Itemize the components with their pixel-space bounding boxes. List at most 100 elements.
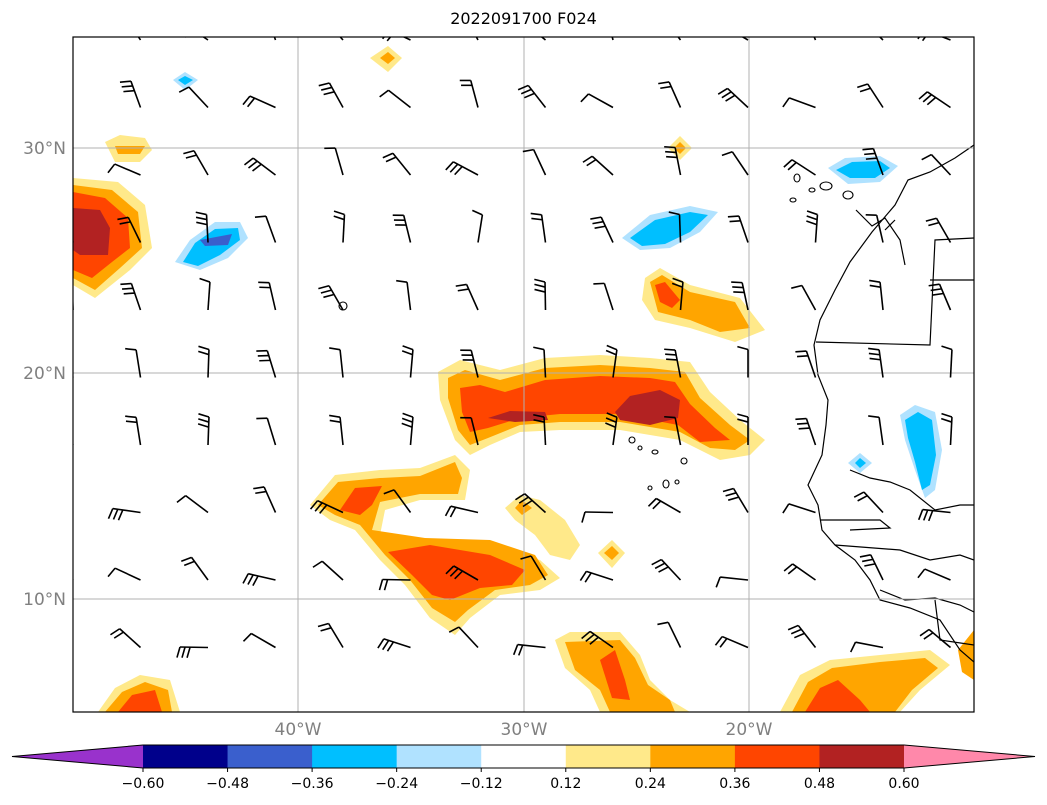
- anomaly-negative-15w: [828, 156, 898, 184]
- wind-barb-flag: [928, 283, 940, 287]
- wind-barb-flag: [52, 419, 63, 420]
- wind-barb-flag: [176, 495, 187, 504]
- wind-barb-flag: [926, 96, 937, 106]
- wind-barb-flag: [121, 287, 134, 290]
- wind-barb-staff: [940, 37, 951, 41]
- wind-barb-flag: [123, 292, 135, 295]
- wind-barb-flag: [534, 278, 546, 283]
- wind-barb-flag: [672, 277, 684, 283]
- wind-barb-flag: [198, 350, 210, 356]
- wind-barb-staff: [207, 282, 211, 311]
- wind-barb-flag: [531, 217, 543, 221]
- wind-barb-staff: [73, 511, 74, 513]
- wind-barb-flag: [857, 495, 868, 502]
- wind-barb-flag: [401, 417, 413, 423]
- coastline: [807, 144, 974, 663]
- wind-barb-flag: [580, 93, 590, 103]
- wind-barb-flag: [518, 496, 529, 504]
- wind-barb-staff: [470, 417, 479, 446]
- wind-barb-flag: [720, 29, 728, 37]
- wind-barb-flag: [125, 415, 137, 419]
- wind-barb-flag: [721, 151, 733, 157]
- wind-barb-flag: [605, 349, 617, 356]
- wind-barb-flag: [329, 414, 341, 418]
- wind-barb-flag: [252, 575, 259, 587]
- wind-barb-flag: [654, 562, 666, 570]
- wind-barb-staff: [73, 646, 74, 648]
- wind-barb-flag: [853, 21, 862, 27]
- wind-barb-flag: [449, 506, 457, 518]
- wind-barb-flag: [243, 157, 254, 166]
- wind-barb-flag: [864, 152, 876, 156]
- wind-barbs: [51, 21, 953, 658]
- wind-barb-flag: [727, 496, 739, 501]
- wind-barb-staff: [339, 349, 344, 378]
- wind-barb-flag: [386, 37, 392, 42]
- wind-barb-flag: [55, 564, 66, 566]
- wind-barb-flag: [519, 26, 528, 32]
- gridlines: [73, 37, 974, 712]
- wind-barb-staff: [458, 626, 479, 649]
- wind-barb-staff: [924, 568, 951, 581]
- wind-barb-flag: [716, 26, 724, 34]
- wind-barb-flag: [791, 284, 803, 289]
- lat-label-30n: 30°N: [23, 139, 66, 159]
- wind-barb-flag: [940, 417, 952, 423]
- wind-barb-flag: [522, 499, 533, 508]
- wind-barb-flag: [196, 221, 208, 226]
- wind-barb-staff: [801, 285, 817, 311]
- wind-barb-flag: [402, 345, 414, 351]
- wind-barb-staff: [114, 567, 141, 581]
- wind-barb-flag: [657, 621, 669, 626]
- wind-barb-staff: [185, 495, 209, 514]
- wind-barb-flag: [107, 567, 116, 578]
- wind-barb-flag: [790, 628, 802, 635]
- wind-barb-staff: [611, 37, 614, 41]
- wind-barb-staff: [949, 349, 953, 378]
- wind-barb-flag: [117, 509, 124, 521]
- lat-label-10n: 10°N: [23, 590, 66, 610]
- wind-barb-flag: [53, 559, 64, 561]
- wind-barb-staff: [667, 621, 682, 648]
- wind-barb-flag: [869, 279, 881, 283]
- wind-barb-flag: [401, 350, 413, 356]
- wind-barb-flag: [787, 624, 799, 631]
- wind-barb-flag: [320, 289, 332, 294]
- wind-barb-flag: [796, 354, 809, 358]
- wind-barb-flag: [383, 579, 389, 591]
- map-title: 2022091700 F024: [450, 9, 597, 28]
- wind-barb-flag: [317, 622, 329, 628]
- wind-barb-flag: [787, 566, 798, 575]
- wind-barb-staff: [741, 37, 749, 41]
- wind-barb-flag: [515, 22, 524, 28]
- colorbar-bin: [143, 745, 229, 768]
- wind-barb-flag: [117, 216, 129, 221]
- wind-barb-flag: [51, 554, 62, 556]
- wind-barb-flag: [455, 283, 467, 287]
- wind-barb-flag: [252, 163, 262, 172]
- wind-barb-flag: [454, 166, 463, 176]
- wind-barb-flag: [795, 417, 807, 421]
- wind-barb-flag: [110, 628, 121, 636]
- wind-barb-flag: [796, 422, 809, 425]
- wind-barb-flag: [594, 225, 606, 229]
- wind-barb-flag: [717, 87, 728, 95]
- wind-barb-flag: [581, 511, 586, 523]
- wind-barb-flag: [181, 27, 189, 34]
- wind-barb-flag: [921, 153, 932, 161]
- wind-barb-flag: [658, 566, 669, 573]
- colorbar-ticks: −0.60 −0.48 −0.36 −0.24 −0.12 0.12 0.24 0.36 0.4…: [122, 768, 920, 792]
- wind-barb-flag: [930, 288, 942, 292]
- wind-barb-staff: [875, 215, 884, 243]
- wind-barb-staff: [73, 578, 74, 580]
- wind-barb-flag: [242, 95, 251, 106]
- wind-barb-flag: [242, 573, 249, 584]
- wind-barb-flag: [925, 217, 937, 222]
- plot-frame: [72, 36, 975, 713]
- wind-barb-flag: [737, 345, 749, 351]
- wind-barb-flag: [589, 636, 599, 645]
- wind-barb-flag: [727, 215, 739, 218]
- colorbar-tick-label: 0.12: [550, 776, 581, 792]
- wind-barb-flag: [941, 412, 953, 418]
- wind-barb-flag: [593, 282, 605, 285]
